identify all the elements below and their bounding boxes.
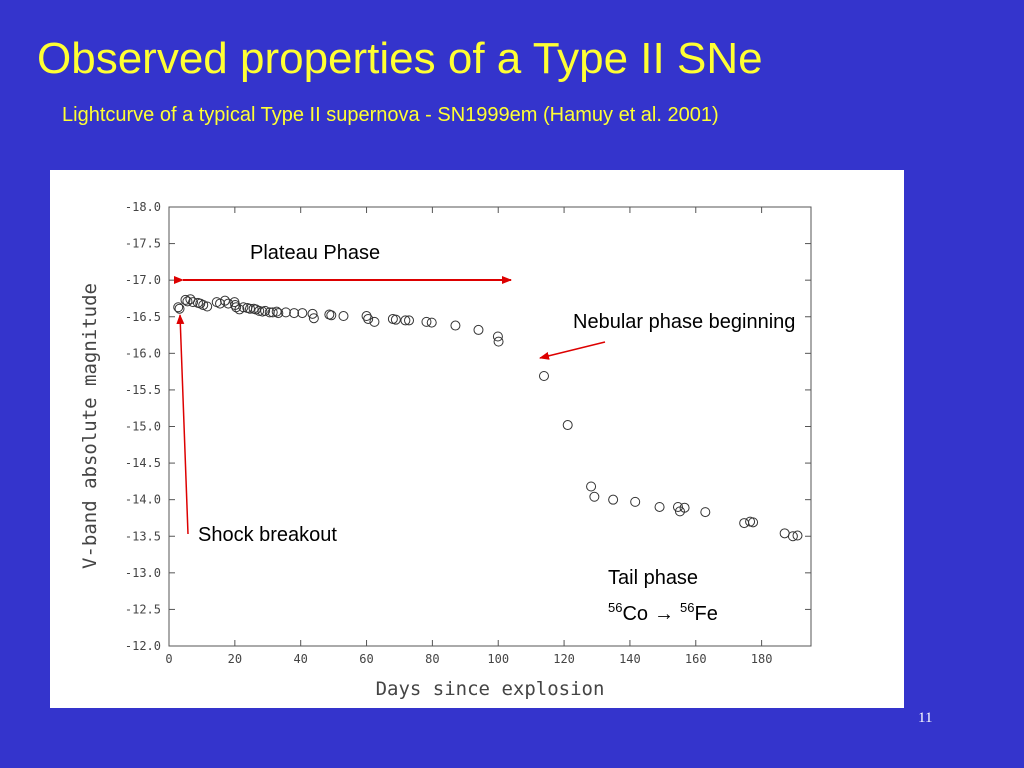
slide-title: Observed properties of a Type II SNe [37,34,763,83]
y-tick-label: -13.0 [125,566,161,580]
data-point [654,501,665,512]
data-point [792,530,803,541]
data-point [326,310,337,321]
y-tick-label: -14.0 [125,493,161,507]
y-tick-label: -12.0 [125,639,161,653]
data-point [361,311,372,322]
decay-arrow: → [654,603,674,625]
data-point [219,295,230,306]
data-point [421,316,432,327]
lightcurve-chart: 0 20 40 60 80 100 120 140 160 180 -18.0 -17.5 -17.0… [79,200,812,700]
data-point [426,317,437,328]
data-point [238,302,249,313]
data-point [672,501,683,512]
data-point [390,314,401,325]
data-point [492,331,503,342]
x-tick-label: 100 [487,652,509,666]
data-point [308,313,319,324]
data-point [779,528,790,539]
data-point [679,502,690,513]
data-point [188,297,199,308]
y-axis-ticks: -18.0 -17.5 -17.0 -16.5 -16.0 -15.5 -15.0 -14.5… [125,200,811,653]
data-point [289,308,300,319]
y-tick-label: -13.5 [125,529,161,543]
data-point [280,307,291,318]
data-point [273,308,284,319]
y-tick-label: -14.5 [125,456,161,470]
x-tick-label: 40 [293,652,307,666]
y-tick-label: -18.0 [125,200,161,214]
x-tick-label: 140 [619,652,641,666]
y-tick-label: -15.5 [125,383,161,397]
x-tick-label: 160 [685,652,707,666]
iron-mass-number: 56 [680,600,694,615]
data-point [369,316,380,327]
data-point [173,302,184,313]
y-tick-label: -17.0 [125,273,161,287]
iron-symbol: Fe [695,603,718,625]
data-point [748,517,759,528]
x-axis-label: Days since explosion [376,678,605,700]
data-point [608,494,619,505]
y-axis-label: V-band absolute magnitude [79,283,101,569]
data-point [182,296,193,307]
data-point [174,303,185,314]
slide-subtitle: Lightcurve of a typical Type II supernov… [62,104,719,126]
tail-phase-label: Tail phase [608,567,698,589]
decay-reaction: 56Co → 56Fe [608,600,718,625]
slide-number: 11 [918,710,933,726]
data-point [473,324,484,335]
y-tick-label: -16.0 [125,346,161,360]
data-point [267,307,278,318]
plot-frame [168,206,812,647]
chart-panel: 0 20 40 60 80 100 120 140 160 180 -18.0 -17.5 -17.0… [50,170,904,708]
x-tick-label: 120 [553,652,575,666]
data-points [173,294,803,542]
data-point [493,336,504,347]
data-point [215,298,226,309]
shock-breakout-arrow [176,314,189,535]
data-point [739,518,750,529]
data-point [231,302,242,313]
y-tick-label: -17.5 [125,237,161,251]
x-tick-label: 0 [165,652,172,666]
y-tick-label: -12.5 [125,602,161,616]
data-point [450,320,461,331]
data-point [297,308,308,319]
shock-breakout-label: Shock breakout [198,524,337,546]
data-point [180,294,191,305]
y-tick-label: -16.5 [125,310,161,324]
x-tick-label: 180 [751,652,773,666]
cobalt-symbol: Co [622,603,648,625]
data-point [363,313,374,324]
plateau-phase-label: Plateau Phase [250,242,380,264]
data-point [700,507,711,518]
cobalt-mass-number: 56 [608,600,622,615]
data-point [787,531,798,542]
nebular-phase-label: Nebular phase beginning [573,311,795,333]
data-point [562,420,573,431]
data-point [338,311,349,322]
data-point [400,315,411,326]
x-axis-ticks: 0 20 40 60 80 100 120 140 160 180 [165,207,772,666]
data-point [538,371,549,382]
data-point [202,301,213,312]
data-point [586,481,597,492]
x-tick-label: 80 [425,652,439,666]
data-point [589,491,600,502]
x-tick-label: 60 [359,652,373,666]
nebular-arrow [539,341,606,360]
data-point [244,303,255,314]
x-tick-label: 20 [228,652,242,666]
data-point [260,305,271,316]
data-point [307,308,318,319]
data-point [630,496,641,507]
y-tick-label: -15.0 [125,420,161,434]
data-point [404,315,415,326]
data-point [254,305,265,316]
